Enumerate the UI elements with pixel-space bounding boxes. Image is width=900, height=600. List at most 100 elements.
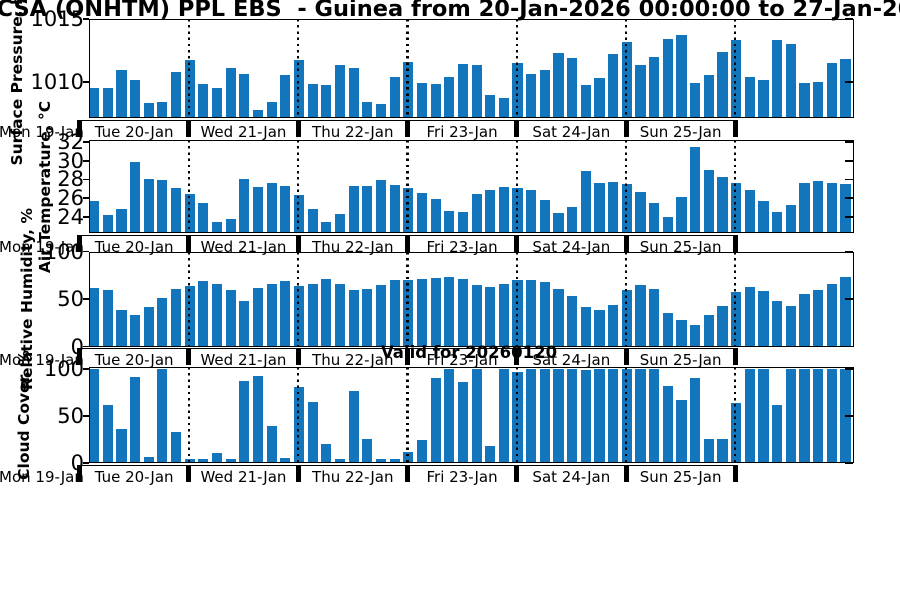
relative-humidity-bar — [416, 279, 428, 347]
relative-humidity-bar — [129, 315, 141, 347]
relative-humidity-bar — [321, 279, 332, 347]
cloud-cover-bar — [198, 459, 209, 463]
air-temperature-bar — [266, 183, 277, 233]
relative-humidity-bar — [334, 283, 346, 347]
relative-humidity-bar — [157, 298, 168, 347]
air-temperature-bar — [430, 199, 441, 233]
surface-pressure-bar — [89, 87, 100, 118]
cloud-cover-bar — [649, 368, 660, 463]
surface-pressure-bar — [143, 102, 154, 118]
relative-humidity-bar — [225, 290, 236, 347]
day-label: Sat 24-Jan — [532, 122, 611, 141]
air-temperature-bar — [498, 186, 509, 233]
day-label: Fri 23-Jan — [426, 467, 498, 486]
day-label: Sun 25-Jan — [639, 237, 722, 256]
surface-pressure-bar — [580, 85, 591, 118]
y-tick-left — [83, 140, 89, 143]
surface-pressure-bar — [471, 65, 482, 118]
surface-pressure-bar — [608, 54, 619, 118]
cloud-cover-bar — [785, 368, 796, 463]
day-gridline — [187, 367, 190, 463]
cloud-cover-bar — [157, 368, 168, 463]
relative-humidity-bar — [580, 306, 591, 347]
air-temperature-bar — [840, 184, 851, 233]
day-label: Fri 23-Jan — [426, 122, 498, 141]
surface-pressure-bar — [129, 80, 141, 118]
y-tick-right — [844, 140, 853, 143]
surface-pressure-bar — [717, 51, 728, 118]
surface-pressure-bar — [744, 76, 755, 118]
relative-humidity-bar — [252, 287, 264, 347]
y-tick-right — [844, 345, 853, 348]
relative-humidity-bar — [526, 280, 537, 347]
day-boundary-tick — [295, 464, 301, 482]
y-tick-right — [844, 415, 853, 417]
day-boundary-tick — [514, 464, 520, 482]
relative-humidity-bar — [703, 315, 714, 347]
day-boundary-tick — [77, 348, 82, 365]
y-tick-left — [83, 197, 89, 200]
day-boundary-tick — [295, 234, 301, 252]
chart-title: Forecast for CSA (ONHTM) PPL EBS - Guine… — [0, 0, 900, 22]
y-tick-right — [844, 159, 853, 162]
air-temperature-bar — [717, 176, 728, 233]
surface-pressure-bar — [307, 84, 318, 118]
surface-pressure-bar — [375, 104, 387, 118]
day-gridline — [297, 251, 300, 347]
y-tick-label: 1015 — [30, 7, 84, 31]
y-tick-right — [844, 250, 853, 253]
day-label: Tue 20-Jan — [94, 122, 174, 141]
surface-pressure-bar — [225, 67, 236, 118]
air-temperature-bar — [608, 182, 619, 233]
y-tick-right — [844, 216, 853, 218]
air-temperature-bar — [211, 221, 223, 233]
relative-humidity-bar — [471, 284, 482, 347]
surface-pressure-bar — [457, 64, 469, 118]
cloud-cover-bar — [471, 368, 482, 463]
cloud-cover-bar — [772, 404, 783, 463]
relative-humidity-bar — [690, 324, 701, 347]
air-temperature-bar — [362, 186, 373, 233]
air-temperature-bar — [444, 211, 455, 233]
air-temperature-bar — [567, 206, 578, 233]
relative-humidity-bar — [375, 284, 387, 347]
surface-pressure-bar — [348, 67, 359, 118]
cloud-cover-bar — [635, 368, 646, 463]
cloud-cover-bar — [89, 368, 100, 463]
cloud-cover-bar — [567, 368, 578, 463]
surface-pressure-bar — [170, 71, 182, 118]
day-gridline — [734, 367, 737, 463]
y-tick-label: 50 — [57, 287, 84, 311]
day-boundary-tick — [404, 464, 410, 482]
day-boundary-tick — [186, 348, 192, 365]
air-temperature-bar — [239, 179, 250, 233]
day-label: Thu 22-Jan — [312, 122, 394, 141]
air-temperature-bar — [143, 179, 154, 233]
relative-humidity-bar — [826, 283, 837, 347]
air-temperature-bar — [676, 197, 687, 233]
day-label: Thu 22-Jan — [312, 237, 394, 256]
cloud-cover-bar — [526, 368, 537, 463]
day-boundary-tick — [514, 234, 520, 252]
cloud-cover-bar — [239, 381, 250, 463]
relative-humidity-bar — [649, 288, 660, 347]
edge-day-label: Mon 19-Jan — [0, 237, 84, 256]
y-tick-label: 32 — [57, 129, 84, 154]
day-label: Tue 20-Jan — [94, 351, 174, 369]
cloud-cover-bar — [430, 378, 441, 463]
air-temperature-bar — [334, 214, 346, 233]
relative-humidity-plot-frame — [89, 251, 854, 347]
air-temperature-bar — [799, 183, 810, 233]
day-gridline — [406, 251, 409, 347]
relative-humidity-bar — [170, 288, 182, 347]
cloud-cover-axis-label: Cloud Cover, % — [15, 350, 33, 480]
y-tick-right — [844, 367, 853, 370]
relative-humidity-bar — [567, 296, 578, 347]
y-tick-label: 26 — [57, 186, 84, 211]
air-temperature-bar — [471, 193, 482, 233]
day-boundary-tick — [186, 119, 192, 137]
cloud-cover-bar — [334, 459, 346, 463]
day-label: Tue 20-Jan — [94, 237, 174, 256]
air-temperature-bar — [375, 180, 387, 233]
air-temperature-bar — [662, 217, 673, 233]
